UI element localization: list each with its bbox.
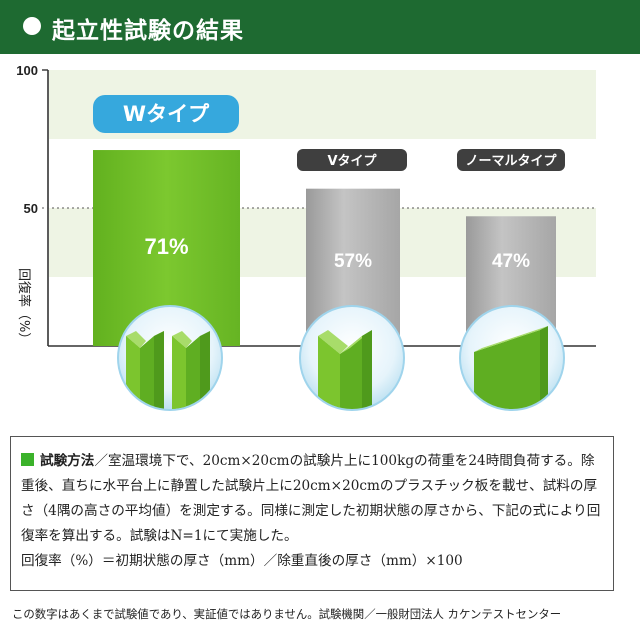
normal-type-section-illustration xyxy=(459,305,565,411)
category-label-2: ノーマルタイプ xyxy=(465,154,557,169)
w-type-section-illustration xyxy=(117,305,223,411)
footnote: この数字はあくまで試験値であり、実証値ではありません。試験機関／一般財団法人 カ… xyxy=(12,607,562,621)
y-axis-label: 回復率（%） xyxy=(16,268,32,345)
tick-label-50: 50 xyxy=(24,201,38,216)
method-description: ／室温環境下で、20cm×20cmの試験片上に100kgの荷重を24時間負荷する… xyxy=(21,453,601,544)
value-label-2: 47% xyxy=(492,251,530,272)
recovery-rate-chart: 100 50 回復率（%） Wタイプ Vタイプ ノーマルタイプ 71% 57% 47% xyxy=(16,63,596,411)
category-badge-1 xyxy=(297,149,407,171)
category-badge-0 xyxy=(93,95,239,133)
method-label: 試験方法 xyxy=(40,453,95,469)
bullet-icon xyxy=(23,17,41,35)
category-badge-2 xyxy=(457,149,565,171)
method-marker-icon xyxy=(21,453,34,466)
section-header: 起立性試験の結果 xyxy=(0,0,640,54)
category-label-1: Vタイプ xyxy=(327,154,377,169)
value-label-0: 71% xyxy=(144,234,188,259)
value-label-1: 57% xyxy=(334,251,372,272)
category-label-0: Wタイプ xyxy=(123,102,210,126)
v-type-section-illustration xyxy=(299,305,405,411)
test-method-box: 試験方法／室温環境下で、20cm×20cmの試験片上に100kgの荷重を24時間… xyxy=(10,436,614,591)
tick-label-100: 100 xyxy=(16,63,38,78)
page-title: 起立性試験の結果 xyxy=(52,18,244,44)
method-formula: 回復率（%）＝初期状態の厚さ（mm）／除重直後の厚さ（mm）×100 xyxy=(21,553,463,569)
